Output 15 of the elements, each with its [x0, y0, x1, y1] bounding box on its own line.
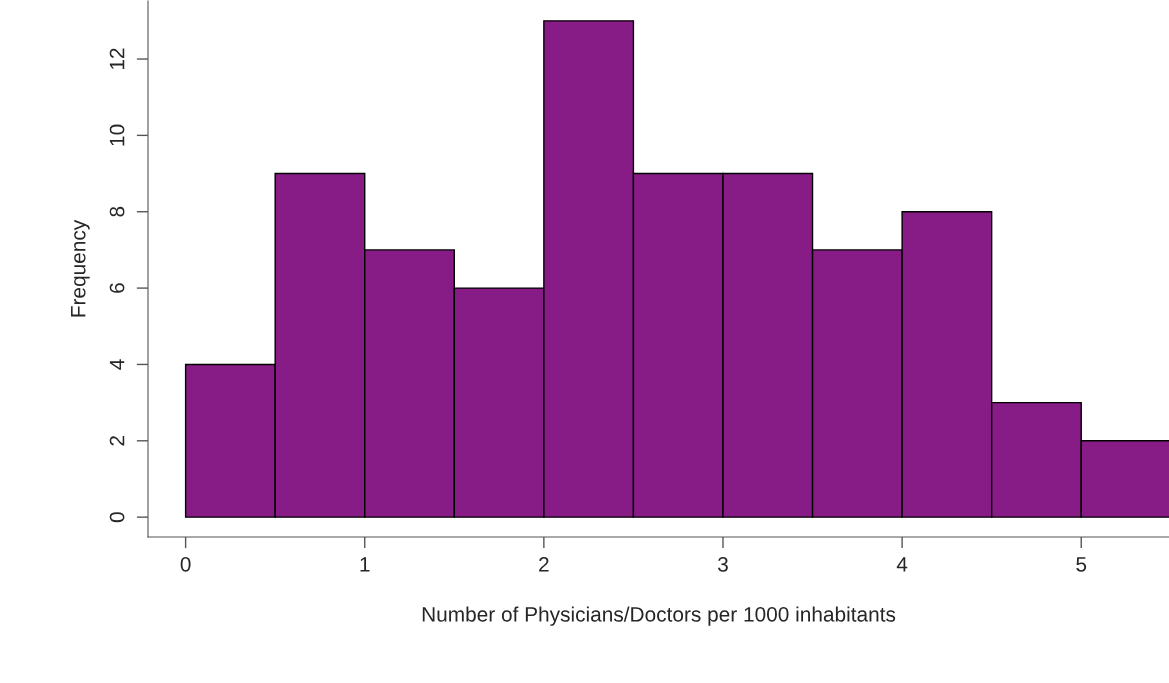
y-axis-title: Frequency	[71, 219, 90, 317]
x-tick-label: 0	[180, 556, 191, 572]
x-tick-label: 5	[1076, 557, 1087, 572]
x-tick-label: 3	[717, 556, 728, 572]
y-tick-label: 12	[109, 48, 125, 70]
y-tick-label: 10	[109, 124, 125, 146]
x-tick-label: 4	[896, 557, 908, 572]
y-tick-label: 6	[109, 283, 125, 293]
y-tick-label: 0	[109, 512, 125, 523]
y-tick-label: 2	[109, 436, 125, 446]
x-tick-label: 2	[539, 556, 549, 572]
y-tick-label: 8	[109, 206, 125, 217]
x-axis-title: Number of Physicians/Doctors per 1000 inhabitants	[422, 606, 896, 626]
x-tick-label: 1	[360, 557, 370, 572]
y-tick-label: 4	[109, 359, 125, 370]
